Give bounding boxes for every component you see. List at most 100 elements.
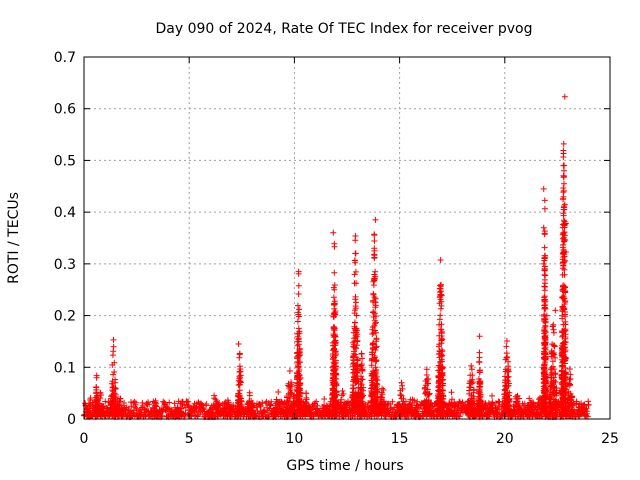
data-point [313, 398, 320, 405]
data-point [368, 362, 375, 369]
data-point [352, 344, 359, 351]
data-point [152, 410, 158, 417]
data-point [211, 404, 218, 411]
data-point [329, 410, 336, 417]
data-point [236, 363, 243, 370]
data-point [223, 405, 230, 411]
data-point [87, 395, 94, 402]
data-point [245, 401, 252, 408]
data-point [338, 403, 345, 410]
data-point [351, 360, 357, 366]
data-point [476, 354, 483, 361]
data-point [276, 399, 283, 406]
data-point [540, 185, 547, 192]
data-point [114, 402, 121, 409]
data-point [352, 250, 359, 257]
data-point [296, 328, 303, 335]
data-point [352, 351, 359, 358]
data-point [353, 354, 360, 361]
chart-title: Day 090 of 2024, Rate Of TEC Index for r… [156, 21, 533, 37]
data-point [132, 399, 139, 406]
data-point [119, 410, 126, 417]
data-point [284, 404, 290, 411]
data-point [371, 238, 378, 244]
data-point [552, 307, 559, 314]
data-point [111, 359, 118, 366]
data-point [551, 329, 557, 336]
data-point [331, 367, 338, 374]
data-point [295, 311, 302, 318]
data-point [152, 402, 159, 409]
data-point [371, 408, 378, 414]
y-tick-labels: 0 0.1 0.2 0.3 0.4 0.5 0.6 0.7 [54, 50, 76, 428]
data-point [351, 271, 358, 278]
data-point [560, 154, 567, 160]
data-point [330, 355, 336, 362]
data-point [343, 410, 350, 417]
data-point [370, 329, 377, 336]
data-point [541, 244, 548, 251]
data-point [566, 366, 573, 372]
data-point [296, 396, 303, 403]
data-point [437, 257, 444, 263]
data-point [331, 345, 337, 352]
data-point [287, 387, 294, 393]
data-point [224, 401, 231, 408]
data-point [273, 396, 280, 403]
data-point [95, 409, 102, 416]
data-point [332, 337, 339, 344]
data-point [352, 293, 359, 300]
data-point [437, 312, 444, 319]
data-point [296, 382, 303, 389]
data-point [354, 361, 361, 368]
data-points [81, 93, 592, 420]
data-point [331, 360, 338, 367]
data-point [268, 398, 275, 405]
data-point [372, 302, 379, 309]
data-point [541, 345, 548, 352]
data-point [397, 391, 404, 398]
x-tick-label: 5 [185, 431, 194, 447]
data-point [378, 401, 385, 408]
data-point [561, 266, 568, 273]
data-point [172, 410, 179, 417]
data-point [121, 400, 128, 406]
data-point [351, 335, 358, 342]
data-point [314, 402, 321, 409]
data-point [394, 409, 401, 416]
data-point [295, 325, 302, 332]
data-point [349, 407, 356, 414]
data-point [350, 385, 356, 392]
data-point [541, 283, 548, 290]
y-tick-label: 0.7 [54, 50, 76, 66]
data-point [404, 409, 411, 416]
data-point [248, 400, 255, 407]
data-point [246, 392, 253, 399]
data-point [368, 410, 375, 417]
data-point [422, 390, 429, 397]
data-point [329, 403, 336, 410]
data-point [174, 406, 181, 413]
data-point [295, 353, 302, 360]
data-point [541, 205, 548, 212]
data-point [331, 240, 338, 247]
data-point [561, 180, 567, 187]
data-point [371, 322, 378, 329]
data-point [323, 403, 330, 410]
data-point [560, 187, 567, 194]
data-point [371, 231, 378, 238]
data-point [259, 399, 266, 406]
data-point [295, 302, 301, 309]
data-point [295, 282, 302, 289]
data-point [111, 369, 118, 375]
y-axis-label: ROTI / TECUs [6, 192, 22, 284]
data-point [330, 366, 337, 373]
data-point [406, 400, 413, 407]
x-tick-labels: 0 5 10 15 20 25 [80, 431, 619, 447]
data-point [226, 408, 233, 415]
data-point [351, 307, 358, 314]
axis-ticks [83, 56, 611, 420]
data-point [448, 389, 455, 396]
y-tick-label: 0.1 [54, 360, 76, 376]
data-point [369, 351, 376, 358]
